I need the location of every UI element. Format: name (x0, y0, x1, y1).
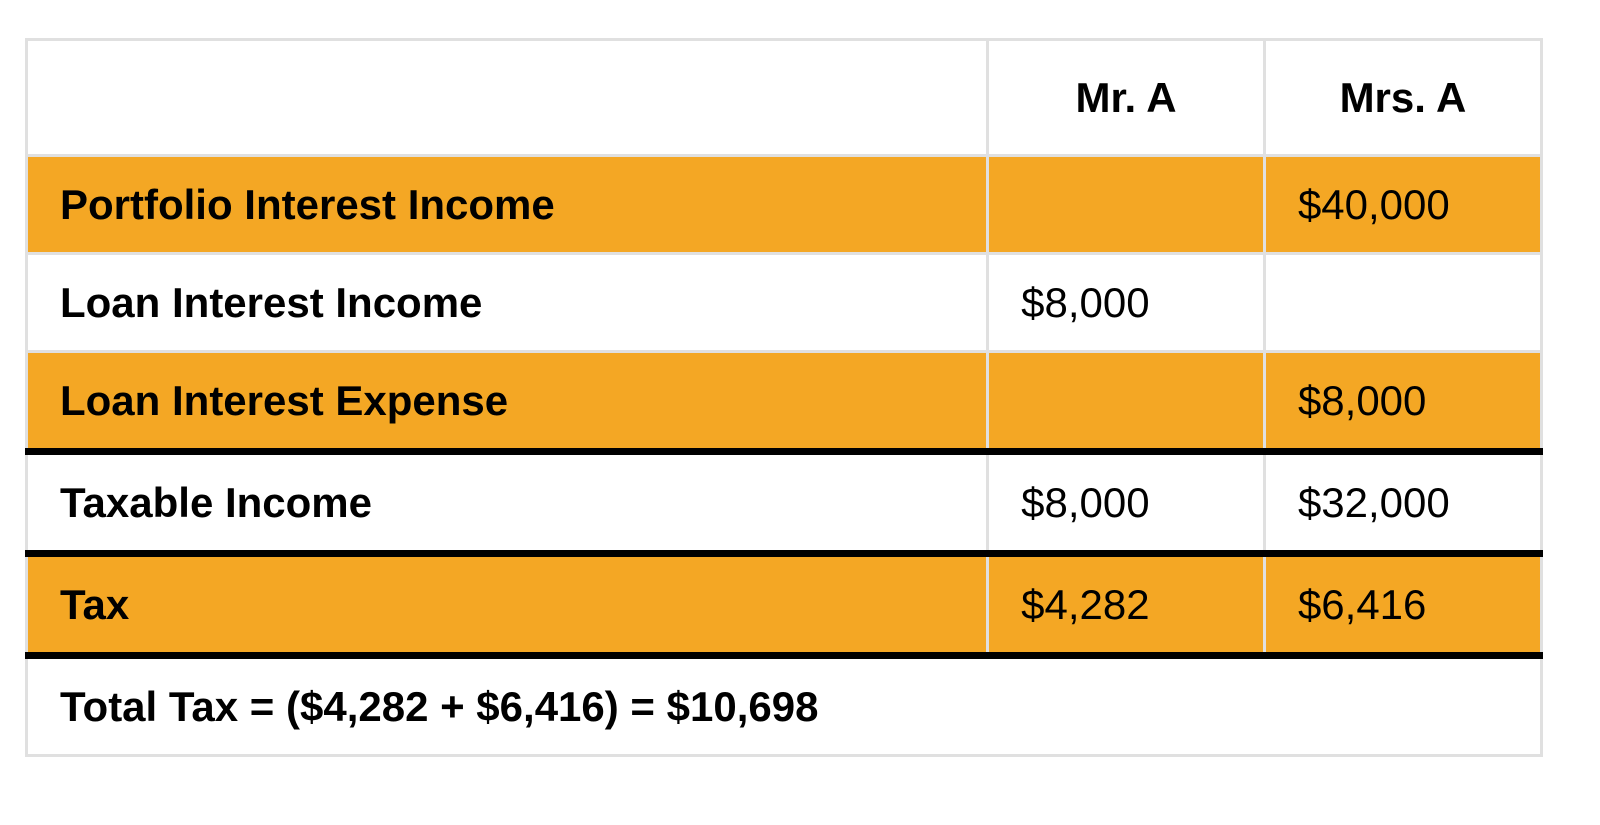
header-mrs-a: Mrs. A (1262, 38, 1544, 157)
row-label: Loan Interest Expense (24, 350, 990, 453)
tax-comparison-table: Mr. A Mrs. A Portfolio Interest Income $… (24, 38, 1544, 757)
table-row: Tax $4,282 $6,416 (24, 550, 1544, 657)
row-label: Loan Interest Income (24, 252, 990, 353)
mrs-a-value: $32,000 (1262, 448, 1544, 555)
total-row: Total Tax = ($4,282 + $6,416) = $10,698 (25, 652, 1543, 757)
header-row: Mr. A Mrs. A (24, 38, 1544, 157)
mr-a-value (986, 154, 1266, 255)
mr-a-value: $8,000 (986, 448, 1266, 555)
row-label: Taxable Income (24, 448, 990, 555)
mrs-a-value (1262, 252, 1544, 353)
total-tax-text: Total Tax = ($4,282 + $6,416) = $10,698 (25, 652, 1543, 757)
row-label: Tax (24, 550, 990, 657)
header-empty-cell (24, 38, 990, 157)
header-mr-a: Mr. A (986, 38, 1266, 157)
mrs-a-value: $40,000 (1262, 154, 1544, 255)
table-row: Loan Interest Expense $8,000 (24, 350, 1544, 453)
mr-a-value (986, 350, 1266, 453)
mrs-a-value: $6,416 (1262, 550, 1544, 657)
mr-a-value: $4,282 (986, 550, 1266, 657)
table-row: Portfolio Interest Income $40,000 (24, 154, 1544, 255)
mrs-a-value: $8,000 (1262, 350, 1544, 453)
mr-a-value: $8,000 (986, 252, 1266, 353)
table-row: Taxable Income $8,000 $32,000 (24, 448, 1544, 555)
table-row: Loan Interest Income $8,000 (24, 252, 1544, 353)
row-label: Portfolio Interest Income (24, 154, 990, 255)
